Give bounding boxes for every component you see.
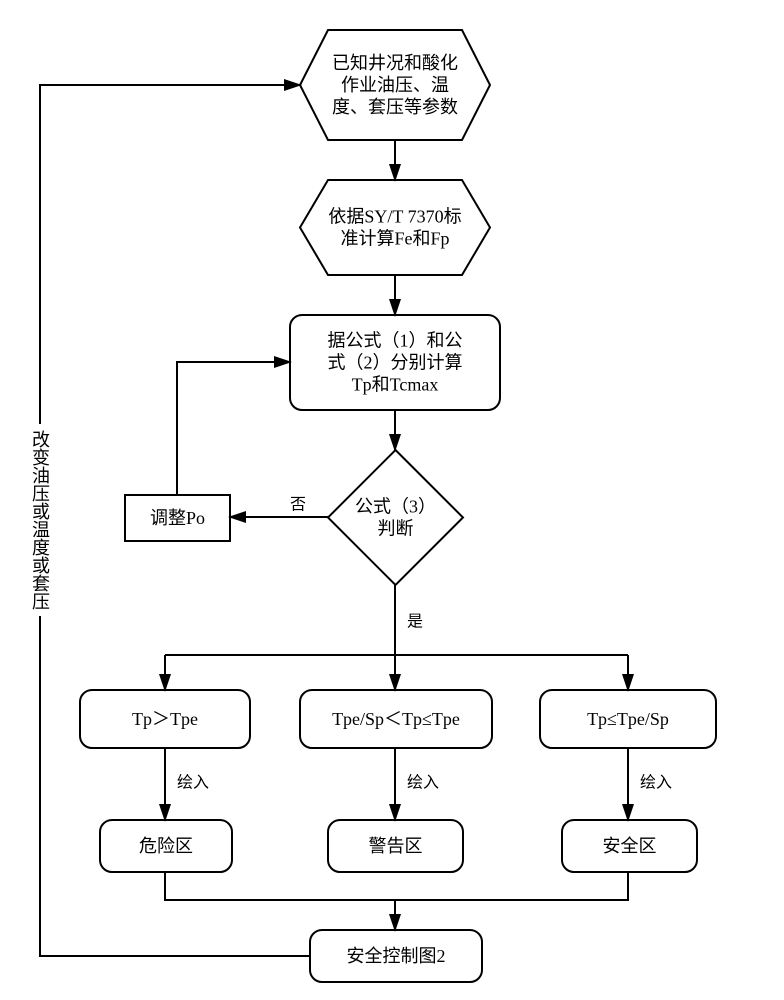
svg-text:公式（3）判断: 公式（3）判断 [355, 497, 436, 539]
edge-label: 绘入 [177, 774, 209, 792]
svg-text:Tp＞Tpe: Tp＞Tpe [132, 709, 198, 729]
flow-node: Tp≤Tpe/Sp [540, 690, 716, 748]
edge-label: 绘入 [407, 774, 439, 792]
flow-node: 警告区 [328, 820, 463, 872]
flow-edge [165, 872, 628, 900]
flow-node: 安全控制图2 [310, 930, 482, 982]
svg-text:据公式（1）和公式（2）分别计算Tp和Tcmax: 据公式（1）和公式（2）分别计算Tp和Tcmax [328, 331, 463, 395]
flow-node: 已知井况和酸化作业油压、温度、套压等参数 [300, 30, 490, 140]
flow-node: Tp＞Tpe [80, 690, 250, 748]
flow-node: 调整Po [125, 495, 230, 541]
svg-text:调整Po: 调整Po [150, 508, 205, 528]
edge-label: 绘入 [640, 774, 672, 792]
svg-text:已知井况和酸化作业油压、温度、套压等参数: 已知井况和酸化作业油压、温度、套压等参数 [332, 53, 458, 117]
svg-text:安全控制图2: 安全控制图2 [347, 946, 446, 966]
flow-edge [177, 362, 290, 495]
svg-text:警告区: 警告区 [369, 836, 423, 856]
feedback-label: 改变油压或温度或套压 [30, 430, 50, 610]
svg-text:危险区: 危险区 [139, 836, 193, 856]
flow-node: 公式（3）判断 [328, 450, 463, 585]
svg-text:依据SY/T 7370标准计算Fe和Fp: 依据SY/T 7370标准计算Fe和Fp [328, 207, 461, 249]
flow-node: Tpe/Sp＜Tp≤Tpe [300, 690, 492, 748]
svg-text:Tpe/Sp＜Tp≤Tpe: Tpe/Sp＜Tp≤Tpe [332, 709, 460, 729]
flow-node: 依据SY/T 7370标准计算Fe和Fp [300, 180, 490, 275]
flow-node: 危险区 [100, 820, 232, 872]
edge-label: 是 [407, 614, 423, 631]
svg-text:Tp≤Tpe/Sp: Tp≤Tpe/Sp [587, 709, 669, 729]
flow-node: 安全区 [562, 820, 697, 872]
flow-node: 据公式（1）和公式（2）分别计算Tp和Tcmax [290, 315, 500, 410]
edge-label: 否 [290, 497, 306, 514]
svg-text:安全区: 安全区 [603, 836, 657, 856]
